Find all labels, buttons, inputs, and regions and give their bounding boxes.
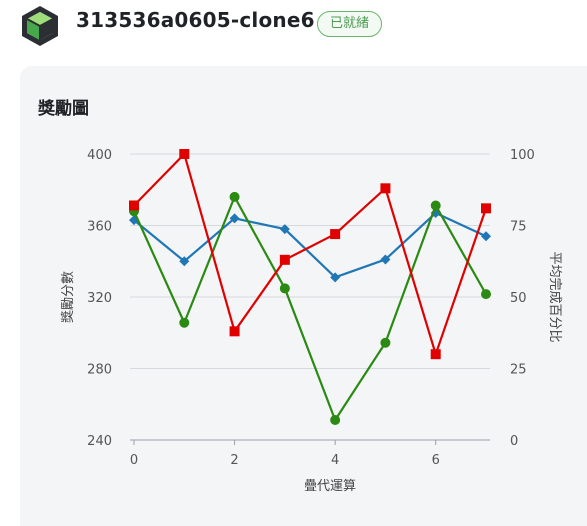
y-right-tick-label: 25 <box>510 363 527 378</box>
chart-series <box>129 149 491 425</box>
y-left-tick-label: 280 <box>87 363 112 378</box>
x-tick-label: 6 <box>432 453 440 468</box>
y-left-tick-label: 360 <box>87 220 112 235</box>
series-line-1 <box>132 195 487 422</box>
y-left-tick-label: 320 <box>87 291 112 306</box>
chart-grid <box>130 153 490 441</box>
series-1-point <box>481 289 491 300</box>
header-bar: 313536a0605-clone6 已就緒 <box>0 0 587 66</box>
y-right-tick-label: 50 <box>510 291 527 306</box>
cube-icon <box>22 6 58 46</box>
series-2-point <box>430 349 441 360</box>
series-0-point <box>229 213 240 224</box>
series-1-point <box>430 200 441 211</box>
x-axis-title: 疊代運算 <box>304 479 356 494</box>
chart-labels: 240 0 280 25 320 50 360 75 400 100 0 2 4 6 疊代運算 獎勵分數 平均完… <box>60 148 562 494</box>
series-1-point <box>330 414 341 425</box>
series-line-0 <box>133 211 487 279</box>
series-0-point <box>481 231 491 242</box>
x-tick-label: 0 <box>130 453 138 468</box>
x-tick-label: 4 <box>331 453 339 468</box>
series-line-2 <box>133 152 488 356</box>
series-1-point <box>229 191 240 202</box>
series-2-point <box>330 229 341 240</box>
series-0-point <box>179 256 190 267</box>
series-2-point <box>229 326 240 337</box>
y-left-tick-label: 240 <box>87 434 112 449</box>
y-right-tick-label: 0 <box>510 434 518 449</box>
y-right-tick-label: 100 <box>510 148 535 163</box>
project-title: 313536a0605-clone6 <box>76 8 315 32</box>
reward-chart: 240 0 280 25 320 50 360 75 400 100 0 2 4 6 疊代運算 獎勵分數 平均完… <box>60 148 562 494</box>
series-1-point <box>279 283 290 294</box>
series-0-point <box>279 224 290 235</box>
series-2-point <box>279 254 290 265</box>
series-2-point <box>129 200 139 211</box>
series-2-point <box>481 203 491 214</box>
series-2-point <box>380 183 391 194</box>
y-right-axis-title: 平均完成百分比 <box>547 251 562 342</box>
status-badge: 已就緒 <box>317 11 383 37</box>
x-tick-label: 2 <box>230 453 238 468</box>
y-left-tick-label: 400 <box>87 148 112 163</box>
card-title: 獎勵圖 <box>38 99 89 119</box>
chart-axes <box>130 439 490 445</box>
y-left-axis-title: 獎勵分數 <box>60 271 76 323</box>
series-0-point <box>380 254 391 265</box>
reward-chart-card: 獎勵圖 <box>20 66 587 526</box>
series-1-point <box>380 337 391 348</box>
series-1-point <box>179 317 190 328</box>
y-right-tick-label: 75 <box>510 220 527 235</box>
series-0-point <box>330 272 341 283</box>
series-2-point <box>179 149 190 159</box>
